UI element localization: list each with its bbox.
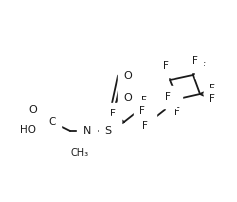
Text: CH₃: CH₃ bbox=[71, 148, 89, 158]
Text: N: N bbox=[83, 126, 91, 136]
Text: F: F bbox=[163, 61, 169, 71]
Text: F: F bbox=[110, 122, 116, 132]
Text: F: F bbox=[165, 92, 171, 102]
Text: F: F bbox=[192, 56, 198, 66]
Text: F: F bbox=[145, 110, 151, 120]
Text: F: F bbox=[200, 62, 206, 72]
Text: O: O bbox=[124, 71, 132, 81]
Text: CH₃: CH₃ bbox=[73, 145, 91, 155]
Text: F: F bbox=[141, 96, 147, 106]
Text: O: O bbox=[29, 105, 37, 115]
Text: C: C bbox=[48, 117, 56, 127]
Text: F: F bbox=[139, 106, 145, 116]
Text: F: F bbox=[174, 107, 180, 117]
Text: O: O bbox=[124, 93, 132, 103]
Text: F: F bbox=[142, 121, 148, 131]
Text: F: F bbox=[209, 94, 215, 104]
Text: F: F bbox=[110, 109, 116, 119]
Text: HO: HO bbox=[20, 125, 36, 135]
Text: S: S bbox=[105, 126, 112, 136]
Text: F: F bbox=[157, 69, 163, 79]
Text: F: F bbox=[171, 93, 177, 103]
Text: F: F bbox=[209, 84, 215, 94]
